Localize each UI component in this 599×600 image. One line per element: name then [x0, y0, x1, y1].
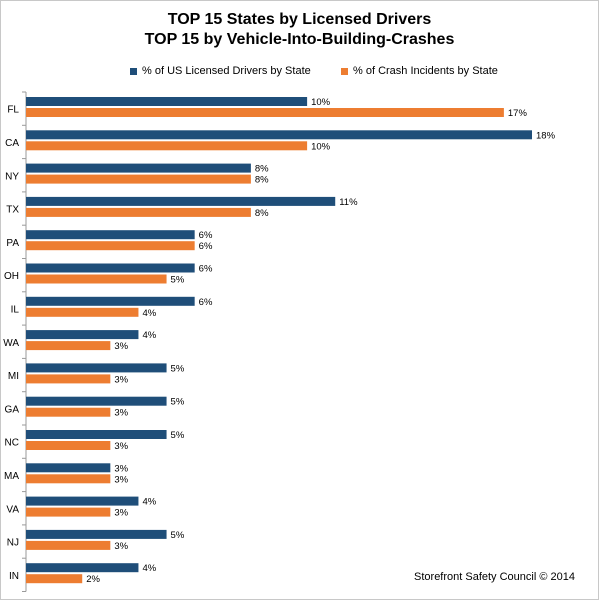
data-label-drivers: 10% — [311, 97, 331, 108]
data-label-drivers: 4% — [142, 330, 156, 341]
bar-crashes — [26, 574, 83, 584]
data-label-drivers: 4% — [142, 563, 156, 574]
data-label-crashes: 3% — [114, 441, 128, 452]
bar-crashes — [26, 474, 111, 484]
category-label: GA — [5, 404, 20, 415]
category-label: NJ — [7, 538, 19, 549]
data-label-drivers: 6% — [199, 264, 213, 275]
category-label: TX — [6, 205, 19, 216]
data-label-crashes: 17% — [508, 108, 528, 119]
bar-crashes — [26, 540, 111, 550]
data-label-drivers: 5% — [171, 530, 185, 541]
category-label: OH — [4, 271, 19, 282]
category-label: IN — [9, 571, 19, 582]
data-label-drivers: 5% — [171, 363, 185, 374]
bar-drivers — [26, 563, 139, 573]
data-label-drivers: 3% — [114, 463, 128, 474]
bar-drivers — [26, 296, 195, 306]
data-label-crashes: 3% — [114, 508, 128, 519]
category-label: MA — [4, 471, 19, 482]
bar-drivers — [26, 330, 139, 340]
bar-crashes — [26, 307, 139, 317]
data-label-crashes: 3% — [114, 474, 128, 485]
data-label-crashes: 6% — [199, 241, 213, 252]
data-label-crashes: 3% — [114, 341, 128, 352]
data-label-drivers: 5% — [171, 397, 185, 408]
bar-drivers — [26, 529, 167, 539]
bar-drivers — [26, 496, 139, 506]
bar-crashes — [26, 207, 251, 217]
legend-swatch-crashes — [341, 67, 348, 75]
bar-drivers — [26, 463, 111, 473]
data-label-crashes: 5% — [171, 275, 185, 286]
category-label: MI — [8, 371, 19, 382]
legend-swatch-drivers — [130, 67, 137, 75]
category-label: NC — [5, 438, 19, 449]
chart-legend: % of US Licensed Drivers by State % of C… — [1, 65, 598, 79]
bar-crashes — [26, 274, 167, 284]
category-label: CA — [5, 138, 19, 149]
bar-crashes — [26, 141, 308, 151]
category-label: PA — [6, 238, 19, 249]
data-label-drivers: 6% — [199, 230, 213, 241]
data-label-crashes: 2% — [86, 574, 100, 585]
bar-drivers — [26, 396, 167, 406]
bar-drivers — [26, 97, 308, 106]
bar-crashes — [26, 241, 195, 251]
data-label-drivers: 18% — [536, 130, 556, 141]
bar-crashes — [26, 108, 504, 117]
footer-credit: Storefront Safety Council © 2014 — [414, 571, 575, 583]
chart-title-line2: TOP 15 by Vehicle-Into-Building-Crashes — [144, 31, 455, 48]
data-label-crashes: 4% — [142, 308, 156, 319]
category-label: VA — [6, 504, 19, 515]
data-label-crashes: 10% — [311, 141, 331, 152]
bar-drivers — [26, 230, 195, 240]
bar-drivers — [26, 130, 532, 140]
data-label-crashes: 8% — [255, 208, 269, 219]
data-label-crashes: 8% — [255, 175, 269, 186]
category-label: IL — [11, 304, 20, 315]
bar-drivers — [26, 263, 195, 273]
category-label: WA — [3, 338, 19, 349]
data-label-crashes: 3% — [114, 408, 128, 419]
bar-crashes — [26, 374, 111, 384]
legend-item-drivers: % of US Licensed Drivers by State — [130, 65, 311, 77]
bar-drivers — [26, 363, 167, 373]
data-label-crashes: 3% — [114, 541, 128, 552]
data-label-drivers: 6% — [199, 297, 213, 308]
bar-drivers — [26, 163, 251, 173]
bar-drivers — [26, 196, 336, 206]
data-label-crashes: 3% — [114, 374, 128, 385]
category-label: FL — [7, 105, 19, 116]
legend-label-crashes: % of Crash Incidents by State — [353, 65, 498, 77]
legend-label-drivers: % of US Licensed Drivers by State — [142, 65, 311, 77]
data-label-drivers: 11% — [339, 197, 358, 208]
chart-title-line1: TOP 15 States by Licensed Drivers — [167, 11, 432, 28]
category-label: NY — [5, 171, 19, 182]
bar-drivers — [26, 430, 167, 439]
bar-crashes — [26, 441, 111, 450]
legend-item-crashes: % of Crash Incidents by State — [341, 65, 498, 77]
data-label-drivers: 5% — [171, 430, 185, 441]
bar-crashes — [26, 407, 111, 417]
bar-crashes — [26, 174, 251, 184]
data-label-drivers: 8% — [255, 164, 269, 175]
data-label-drivers: 4% — [142, 497, 156, 508]
bar-crashes — [26, 507, 111, 517]
bar-crashes — [26, 341, 111, 351]
